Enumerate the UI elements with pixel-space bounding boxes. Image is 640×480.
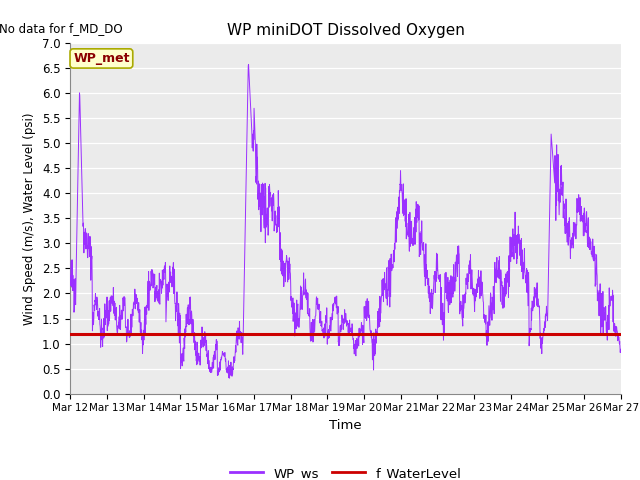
Y-axis label: Wind Speed (m/s), Water Level (psi): Wind Speed (m/s), Water Level (psi) xyxy=(24,112,36,324)
Text: WP_met: WP_met xyxy=(73,52,130,65)
X-axis label: Time: Time xyxy=(330,419,362,432)
Title: WP miniDOT Dissolved Oxygen: WP miniDOT Dissolved Oxygen xyxy=(227,23,465,38)
Legend: WP_ws, f_WaterLevel: WP_ws, f_WaterLevel xyxy=(225,462,467,480)
Text: No data for f_MD_DO: No data for f_MD_DO xyxy=(0,22,122,35)
